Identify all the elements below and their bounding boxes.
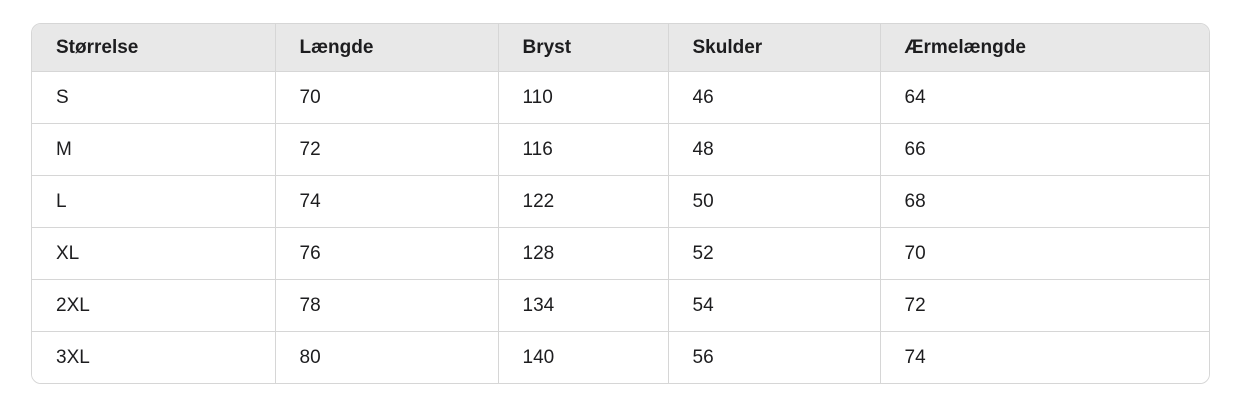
measurement-cell: 46 [668,71,881,124]
measurement-cell: 48 [668,123,881,176]
measurement-cell: 78 [275,279,499,332]
measurement-cell: 56 [668,331,881,383]
table-row: XL 76 128 52 70 [32,227,1209,280]
size-cell: 3XL [32,331,276,383]
measurement-cell: 72 [275,123,499,176]
size-cell: L [32,175,276,228]
size-cell: XL [32,227,276,280]
size-chart-body: S 70 110 46 64 M 72 116 48 66 L 74 122 50 68 XL 76 128 52 7… [32,71,1209,383]
measurement-cell: 66 [880,123,1209,176]
size-cell: 2XL [32,279,276,332]
measurement-cell: 70 [275,71,499,124]
table-row: S 70 110 46 64 [32,71,1209,124]
table-row: 2XL 78 134 54 72 [32,279,1209,332]
size-chart-table: Størrelse Længde Bryst Skulder Ærmelængd… [32,24,1209,383]
table-row: M 72 116 48 66 [32,123,1209,176]
size-cell: S [32,71,276,124]
header-row: Størrelse Længde Bryst Skulder Ærmelængd… [32,24,1209,72]
measurement-cell: 68 [880,175,1209,228]
size-chart-header: Størrelse Længde Bryst Skulder Ærmelængd… [32,24,1209,72]
size-cell: M [32,123,276,176]
measurement-cell: 134 [498,279,669,332]
measurement-cell: 74 [880,331,1209,383]
measurement-cell: 122 [498,175,669,228]
measurement-cell: 128 [498,227,669,280]
measurement-cell: 76 [275,227,499,280]
measurement-cell: 70 [880,227,1209,280]
table-row: L 74 122 50 68 [32,175,1209,228]
measurement-cell: 80 [275,331,499,383]
size-chart-table-container: Størrelse Længde Bryst Skulder Ærmelængd… [31,23,1210,384]
measurement-cell: 110 [498,71,669,124]
measurement-cell: 140 [498,331,669,383]
column-header-bryst: Bryst [498,24,669,72]
column-header-laengde: Længde [275,24,499,72]
measurement-cell: 116 [498,123,669,176]
table-row: 3XL 80 140 56 74 [32,331,1209,383]
column-header-aermelaengde: Ærmelængde [880,24,1209,72]
measurement-cell: 54 [668,279,881,332]
measurement-cell: 74 [275,175,499,228]
column-header-stoerrelse: Størrelse [32,24,276,72]
measurement-cell: 64 [880,71,1209,124]
measurement-cell: 72 [880,279,1209,332]
measurement-cell: 50 [668,175,881,228]
measurement-cell: 52 [668,227,881,280]
column-header-skulder: Skulder [668,24,881,72]
